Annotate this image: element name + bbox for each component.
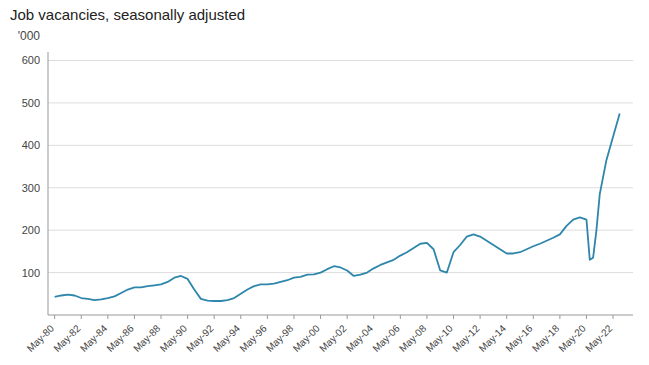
grid-line — [48, 187, 633, 188]
x-tick-label: May-06 — [370, 322, 402, 354]
x-tick-label: May-00 — [291, 322, 323, 354]
x-tick-label: May-86 — [104, 322, 136, 354]
x-tick-label: May-16 — [503, 322, 535, 354]
y-tick-label: 100 — [22, 267, 40, 279]
y-tick-label: 600 — [22, 54, 40, 66]
x-tick-label: May-08 — [397, 322, 429, 354]
x-tick-label: May-96 — [237, 322, 269, 354]
x-tick-label: May-98 — [264, 322, 296, 354]
x-tick-label: May-80 — [25, 322, 57, 354]
x-tick — [214, 315, 215, 319]
grid-line — [48, 102, 633, 103]
x-tick — [613, 315, 614, 319]
x-tick — [320, 315, 321, 319]
grid-line — [48, 272, 633, 273]
x-tick — [54, 315, 55, 319]
plot-area — [55, 114, 620, 301]
x-tick — [293, 315, 294, 319]
x-tick — [400, 315, 401, 319]
y-tick-label: 400 — [22, 139, 40, 151]
x-tick-label: May-88 — [131, 322, 163, 354]
x-axis-line — [48, 315, 633, 316]
x-tick — [426, 315, 427, 319]
x-tick — [267, 315, 268, 319]
y-tick-label: 200 — [22, 224, 40, 236]
x-tick-label: May-92 — [184, 322, 216, 354]
y-tick-label: 500 — [22, 97, 40, 109]
title: Job vacancies, seasonally adjusted — [10, 6, 245, 23]
x-tick-label: May-02 — [317, 322, 349, 354]
x-tick-label: May-20 — [557, 322, 589, 354]
x-tick-label: May-84 — [78, 322, 110, 354]
grid-line — [48, 60, 633, 61]
x-tick — [347, 315, 348, 319]
grid-line — [48, 230, 633, 231]
line — [55, 114, 620, 301]
x-tick — [453, 315, 454, 319]
x-tick — [187, 315, 188, 319]
x-tick — [480, 315, 481, 319]
x-tick — [161, 315, 162, 319]
x-tick — [240, 315, 241, 319]
x-tick — [81, 315, 82, 319]
x-tick — [533, 315, 534, 319]
x-tick-label: May-04 — [344, 322, 376, 354]
x-tick — [586, 315, 587, 319]
x-tick-label: May-82 — [51, 322, 83, 354]
x-tick — [506, 315, 507, 319]
x-tick-label: May-14 — [477, 322, 509, 354]
x-tick-label: May-90 — [158, 322, 190, 354]
x-tick — [107, 315, 108, 319]
y-axis-label: '000 — [18, 29, 41, 43]
x-tick-label: May-94 — [211, 322, 243, 354]
chart: Job vacancies, seasonally adjusted '000 10… — [0, 0, 649, 365]
x-tick — [134, 315, 135, 319]
x-tick-label: May-10 — [424, 322, 456, 354]
grid-line — [48, 145, 633, 146]
y-axis-line — [48, 52, 49, 315]
y-tick-label: 300 — [22, 182, 40, 194]
x-tick — [559, 315, 560, 319]
x-tick-label: May-12 — [450, 322, 482, 354]
x-tick-label: May-22 — [583, 322, 615, 354]
x-tick — [373, 315, 374, 319]
x-tick-label: May-18 — [530, 322, 562, 354]
